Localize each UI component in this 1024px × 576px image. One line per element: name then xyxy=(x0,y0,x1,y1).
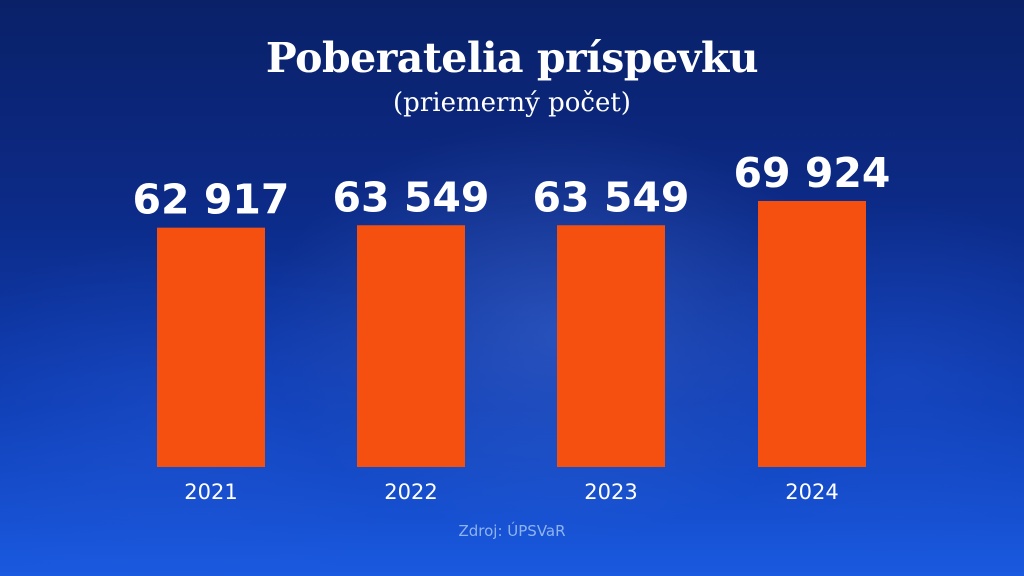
value-label-2024: 69 924 xyxy=(734,149,891,197)
chart-subtitle: (priemerný počet) xyxy=(393,88,631,118)
bar-2021 xyxy=(157,227,265,467)
value-label-2022: 63 549 xyxy=(333,173,490,221)
chart-title: Poberatelia príspevku xyxy=(265,34,759,82)
source-note: Zdroj: ÚPSVaR xyxy=(458,522,566,540)
category-label-2022: 2022 xyxy=(384,480,437,504)
category-label-2024: 2024 xyxy=(785,480,838,504)
value-label-2021: 62 917 xyxy=(133,176,290,224)
bar-2024 xyxy=(758,201,866,467)
bar-2023 xyxy=(557,225,665,467)
value-label-2023: 63 549 xyxy=(533,173,690,221)
category-label-2021: 2021 xyxy=(184,480,237,504)
category-label-2023: 2023 xyxy=(584,480,637,504)
bar-2022 xyxy=(357,225,465,467)
